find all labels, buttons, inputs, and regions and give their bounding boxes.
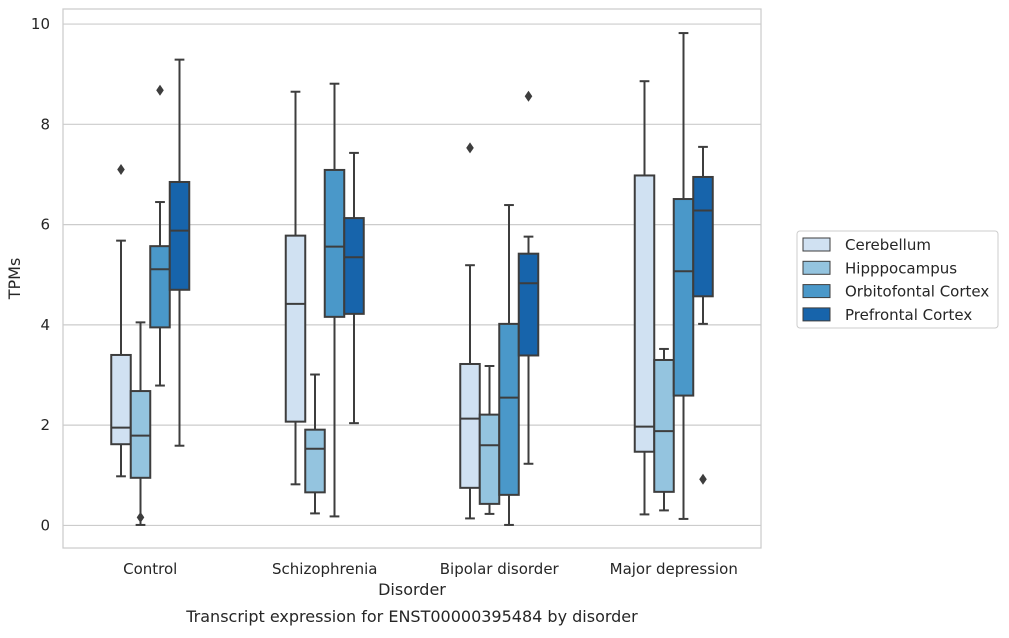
x-tick-label: Major depression: [610, 560, 738, 578]
outlier-point: [466, 142, 474, 154]
figure-caption: Transcript expression for ENST0000039548…: [185, 607, 638, 626]
x-tick-label: Bipolar disorder: [440, 560, 560, 578]
outlier-point: [156, 84, 164, 96]
box-group: [284, 90, 307, 486]
box: [110, 353, 132, 446]
outlier-point: [136, 511, 145, 523]
y-tick-label: 8: [40, 115, 50, 133]
box: [149, 245, 171, 329]
box-group: [633, 80, 656, 516]
legend-label: Prefrontal Cortex: [845, 306, 972, 324]
legend-swatch: [802, 237, 831, 252]
outlier-point: [117, 163, 125, 175]
y-tick-label: 10: [31, 15, 50, 33]
box: [633, 174, 656, 453]
box: [672, 198, 695, 397]
box-group: [653, 347, 675, 512]
legend-swatch: [802, 260, 831, 275]
outlier-point: [699, 473, 707, 485]
box: [653, 358, 675, 493]
box: [168, 180, 191, 291]
box: [129, 390, 152, 479]
x-tick-label: Schizophrenia: [272, 560, 377, 578]
box-group: [149, 84, 171, 387]
box: [284, 234, 307, 423]
box-group: [517, 90, 540, 465]
box: [498, 322, 520, 496]
legend-label: Orbitofontal Cortex: [845, 283, 989, 301]
x-tick-label: Control: [123, 560, 177, 578]
legend-swatch: [802, 307, 831, 322]
box-group: [692, 145, 714, 485]
box: [478, 413, 501, 505]
box-group: [672, 32, 695, 520]
box-group: [498, 204, 520, 526]
legend-label: Cerebellum: [845, 236, 931, 254]
plot-frame: [62, 8, 762, 549]
box-group: [323, 82, 346, 518]
box-group: [129, 321, 152, 526]
outlier-point: [524, 90, 533, 102]
box-plot-series: [110, 32, 714, 526]
legend: Cerebellum Hipppocampus Orbitofontal Corte…: [796, 230, 999, 329]
box-group: [478, 364, 501, 515]
y-tick-label: 0: [40, 516, 50, 534]
y-tick-label: 4: [40, 316, 50, 334]
x-axis-label: Disorder: [378, 580, 446, 599]
box: [459, 362, 481, 489]
box: [517, 252, 540, 357]
box: [323, 168, 346, 318]
y-axis-label: TPMs: [5, 258, 24, 301]
box: [343, 217, 365, 315]
box-group: [304, 373, 326, 515]
legend-swatch: [802, 284, 831, 299]
box-group: [459, 142, 481, 520]
legend-frame: [796, 230, 999, 329]
box-group: [110, 163, 132, 478]
box-group: [168, 58, 191, 447]
box-group: [343, 151, 365, 425]
axis-ticks: 0 2 4 6 8 10 Control Schizophrenia Bipolar disor…: [31, 15, 738, 578]
y-tick-label: 6: [40, 216, 50, 234]
box: [304, 428, 326, 494]
legend-label: Hipppocampus: [845, 259, 957, 277]
box: [692, 175, 714, 298]
y-tick-label: 2: [40, 416, 50, 434]
